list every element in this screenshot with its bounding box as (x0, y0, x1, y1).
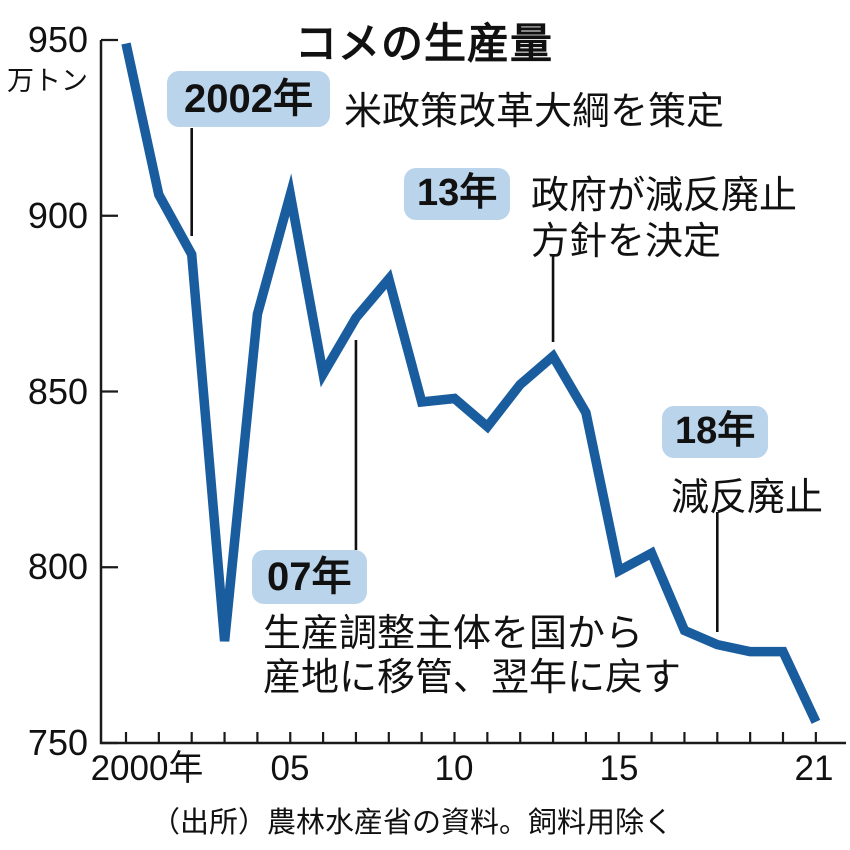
y-tick-label-800: 800 (27, 546, 88, 587)
source-note: （出所）農林水産省の資料。飼料用除く (150, 807, 674, 839)
annotation-text-2007-line1: 生産調整主体を国から (263, 613, 644, 655)
annotation-badge-2002: 2002年 (167, 71, 330, 127)
annotation-text-2013: 政府が減反廃止 方針を決定 (531, 173, 797, 265)
annotation-badge-2007: 07年 (252, 550, 367, 604)
y-axis-unit-label: 万トン (7, 66, 88, 96)
x-tick-label-2021: 21 (794, 749, 834, 788)
y-tick-label-850: 850 (27, 371, 88, 412)
x-tick-label-2000: 2000年 (90, 749, 204, 788)
x-tick-label-2015: 15 (599, 749, 639, 788)
annotation-text-2013-line1: 政府が減反廃止 (531, 175, 798, 217)
annotation-badge-2018: 18年 (662, 406, 769, 458)
annotation-text-2002: 米政策改革大綱を策定 (344, 91, 725, 133)
annotation-text-2018: 減反廃止 (671, 477, 824, 519)
x-tick-label-2010: 10 (434, 749, 474, 788)
annotation-text-2007-line2: 産地に移管、翌年に戻す (263, 657, 682, 699)
y-tick-label-750: 750 (27, 722, 88, 763)
x-tick-label-2005: 05 (270, 749, 310, 788)
annotation-text-2007: 生産調整主体を国から 産地に移管、翌年に戻す (263, 612, 681, 700)
chart-title: コメの生産量 (295, 20, 554, 67)
y-tick-label-900: 900 (27, 195, 88, 236)
y-tick-label-950: 950 (27, 19, 88, 60)
annotation-badge-2013: 13年 (404, 168, 511, 220)
annotation-text-2013-line2: 方針を決定 (531, 221, 722, 263)
